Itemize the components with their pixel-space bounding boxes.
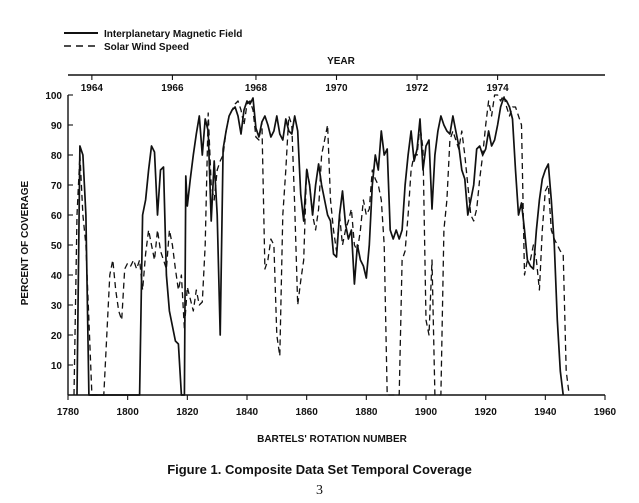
year-tick-label: 1970	[325, 83, 348, 94]
x-tick-label: 1960	[594, 407, 617, 418]
plot-area: 10 20 30 40 50 60 70 80 90 100 1780 1800 1820 1840 186…	[45, 74, 617, 418]
y-tick-label: 40	[51, 271, 63, 282]
y-tick-label: 50	[51, 241, 63, 252]
legend: Interplanetary Magnetic Field Solar Wind…	[64, 29, 242, 53]
y-axis-label: PERCENT OF COVERAGE	[20, 180, 31, 305]
page-number: 3	[316, 483, 323, 498]
x-tick-label: 1900	[415, 407, 438, 418]
y-tick-label: 90	[51, 121, 63, 132]
x-tick-label: 1920	[475, 407, 498, 418]
y-tick-label: 100	[45, 91, 62, 102]
year-tick-label: 1964	[81, 83, 104, 94]
x-tick-label: 1840	[236, 407, 259, 418]
y-tick-label: 70	[51, 181, 63, 192]
series-line-solar-wind	[73, 94, 570, 396]
x-tick-label: 1800	[117, 407, 140, 418]
year-tick-label: 1968	[245, 83, 268, 94]
figure-caption: Figure 1. Composite Data Set Temporal Co…	[167, 462, 472, 477]
legend-label-imf: Interplanetary Magnetic Field	[104, 29, 242, 40]
x-tick-label: 1780	[57, 407, 80, 418]
series-line-imf	[76, 97, 565, 396]
coverage-chart: Interplanetary Magnetic Field Solar Wind…	[20, 29, 617, 445]
year-tick-label: 1966	[161, 83, 184, 94]
legend-label-solar-wind: Solar Wind Speed	[104, 42, 189, 53]
y-tick-label: 60	[51, 211, 63, 222]
y-tick-label: 80	[51, 151, 63, 162]
x-tick-label: 1860	[296, 407, 319, 418]
y-tick-label: 30	[51, 301, 63, 312]
x-tick-label: 1940	[534, 407, 557, 418]
top-axis-title: YEAR	[327, 56, 356, 67]
year-tick-label: 1972	[406, 83, 429, 94]
x-tick-label: 1880	[355, 407, 378, 418]
y-tick-label: 20	[51, 331, 63, 342]
year-tick-label: 1974	[486, 83, 509, 94]
y-tick-label: 10	[51, 361, 63, 372]
x-axis-label: BARTELS' ROTATION NUMBER	[257, 434, 408, 445]
x-tick-label: 1820	[176, 407, 199, 418]
